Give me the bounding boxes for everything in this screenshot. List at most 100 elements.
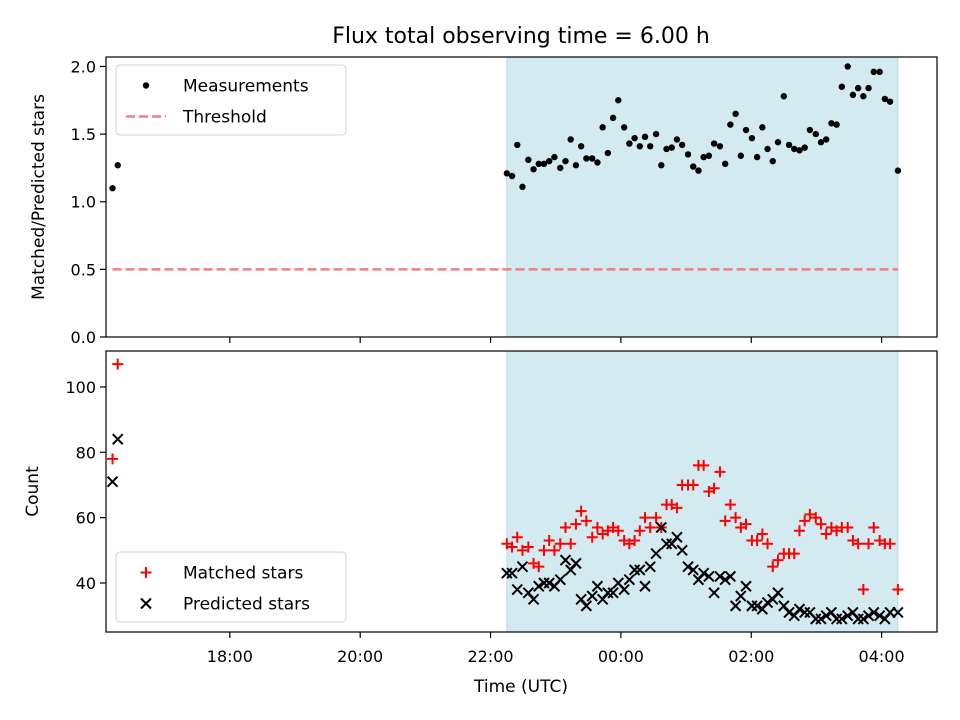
measurement-point [673, 136, 681, 143]
measurement-point [759, 124, 766, 131]
predicted-point [793, 603, 806, 615]
matched-point [751, 535, 763, 547]
measurement-point [626, 140, 633, 147]
matched-point [554, 538, 566, 550]
measurement-point [546, 157, 553, 165]
measurement-point [817, 139, 825, 146]
matched-point [799, 515, 811, 527]
measurement-point [716, 143, 724, 150]
measurement-point [791, 145, 798, 153]
matched-point [591, 521, 603, 533]
matched-point [820, 528, 832, 540]
matched-point [543, 535, 555, 547]
shaded-interval [506, 350, 899, 633]
predicted-point [650, 547, 662, 560]
predicted-point [810, 613, 822, 625]
predicted-point [660, 538, 673, 550]
predicted-point [857, 613, 870, 625]
measurement-point [109, 185, 116, 192]
measurement-point [727, 121, 734, 128]
measurement-point [823, 136, 830, 143]
matched-point [687, 479, 699, 491]
legend-box [115, 64, 347, 136]
predicted-point [772, 587, 784, 599]
predicted-point [506, 567, 518, 579]
measurement-point [844, 63, 851, 70]
predicted-point [724, 570, 737, 583]
x-tick-label: 20:00 [337, 647, 383, 666]
measurement-point [737, 152, 745, 159]
matched-point [629, 535, 641, 547]
predicted-point [591, 580, 604, 592]
measurement-point [599, 124, 606, 131]
measurement-point [594, 159, 601, 166]
measurement-point [748, 134, 756, 142]
measurement-point [796, 147, 803, 154]
predicted-point [602, 587, 614, 599]
matched-point [586, 531, 598, 543]
measurement-point [710, 140, 718, 147]
predicted-point [628, 564, 641, 576]
predicted-point [682, 560, 694, 573]
measurement-point [774, 139, 782, 146]
measurement-point [780, 93, 788, 100]
matched-point [580, 515, 592, 527]
measurement-point [514, 141, 521, 149]
matched-point [644, 521, 656, 533]
measurement-point [519, 183, 526, 191]
matched-point [522, 541, 534, 553]
legend-label: Predicted stars [183, 595, 310, 615]
predicted-point [862, 609, 875, 622]
predicted-point [106, 475, 119, 488]
measurement-point [641, 133, 649, 141]
measurement-point [785, 141, 793, 149]
measurement-point [530, 166, 537, 173]
matched-point [516, 544, 528, 556]
measurement-point [764, 145, 771, 153]
predicted-point [543, 577, 555, 589]
measurement-point [849, 91, 857, 99]
measurement-point [894, 167, 902, 174]
y-tick-label: 1.0 [71, 193, 96, 212]
predicted-point [852, 613, 864, 625]
measurement-point [865, 84, 872, 92]
predicted-point [511, 583, 523, 596]
predicted-point [559, 554, 572, 566]
measurement-point [838, 83, 846, 90]
y-tick-label: 2.0 [71, 57, 96, 76]
y-tick-label: 80 [76, 443, 96, 462]
x-tick-label: 02:00 [728, 647, 774, 666]
legend-label: Matched stars [183, 564, 303, 584]
predicted-point [708, 587, 720, 599]
predicted-point [714, 570, 726, 583]
measurement-point [854, 84, 862, 92]
measurement-point [620, 124, 628, 131]
matched-point [650, 512, 662, 524]
predicted-point [655, 521, 668, 534]
legend-label: Threshold [182, 108, 267, 128]
count-panel: 40 60 80 100 18:00 20:00 22:00 00:00 02:00 04:00 C… [23, 350, 938, 666]
predicted-point [703, 570, 715, 583]
predicted-point [516, 560, 529, 573]
measurement-point [753, 153, 761, 161]
measurement-point [551, 153, 558, 161]
matched-point [538, 544, 550, 556]
x-tick-label: 04:00 [859, 647, 905, 666]
matched-point [730, 512, 742, 524]
measurement-point [876, 68, 883, 76]
predicted-point [634, 564, 646, 576]
predicted-point [554, 574, 566, 586]
measurement-point [647, 143, 654, 150]
measurement-point [631, 134, 638, 142]
matched-point [756, 528, 768, 540]
predicted-point [586, 590, 598, 602]
predicted-point [527, 593, 540, 606]
predicted-point [533, 580, 545, 592]
predicted-point [697, 567, 710, 579]
measurement-point [589, 155, 596, 162]
legend: Measurements Threshold [115, 64, 347, 136]
matched-point [612, 525, 624, 537]
legend-measurement-marker [142, 82, 150, 89]
y-tick-label: 40 [76, 574, 96, 593]
measurement-point [562, 157, 569, 165]
